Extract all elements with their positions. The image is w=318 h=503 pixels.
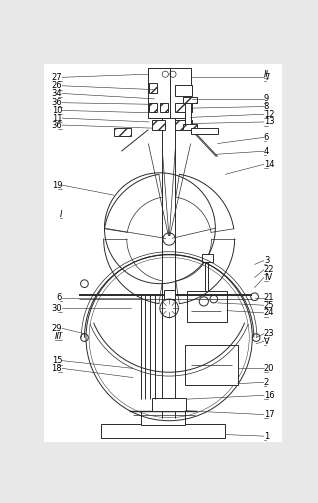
Text: 26: 26 xyxy=(52,81,62,90)
Text: 7: 7 xyxy=(264,73,269,82)
Text: 20: 20 xyxy=(264,364,274,373)
Text: 36: 36 xyxy=(51,98,62,107)
Circle shape xyxy=(166,236,172,242)
Bar xyxy=(114,128,131,136)
Text: 14: 14 xyxy=(264,160,274,169)
Text: 6: 6 xyxy=(57,293,62,302)
Text: 13: 13 xyxy=(264,118,274,126)
Text: 18: 18 xyxy=(52,364,62,373)
Bar xyxy=(187,291,227,322)
Text: 2: 2 xyxy=(264,378,269,387)
Text: 12: 12 xyxy=(264,110,274,119)
Text: 17: 17 xyxy=(264,410,274,419)
Bar xyxy=(148,68,191,118)
Bar xyxy=(149,83,157,93)
Text: 19: 19 xyxy=(52,181,62,190)
Bar xyxy=(175,85,192,96)
Bar xyxy=(160,103,168,112)
Text: III: III xyxy=(55,331,62,341)
Bar xyxy=(202,255,213,262)
Text: IV: IV xyxy=(264,273,272,282)
Bar xyxy=(191,128,218,134)
Text: 4: 4 xyxy=(264,147,269,156)
Bar xyxy=(175,120,192,130)
Text: 30: 30 xyxy=(52,304,62,313)
Text: V: V xyxy=(264,337,270,346)
Text: 9: 9 xyxy=(264,95,269,103)
Text: 22: 22 xyxy=(264,265,274,274)
Text: 21: 21 xyxy=(264,293,274,302)
Circle shape xyxy=(165,304,173,312)
Text: I: I xyxy=(59,210,62,219)
Text: 10: 10 xyxy=(52,106,62,115)
Bar xyxy=(152,120,164,130)
Bar xyxy=(164,290,175,299)
Bar xyxy=(148,68,170,118)
Text: 25: 25 xyxy=(264,301,274,310)
Text: 16: 16 xyxy=(264,391,274,400)
Text: 6: 6 xyxy=(264,133,269,142)
Text: 11: 11 xyxy=(52,114,62,123)
Bar xyxy=(100,424,225,438)
Text: 23: 23 xyxy=(264,329,274,338)
Bar xyxy=(185,102,191,125)
Text: 34: 34 xyxy=(52,89,62,98)
Bar xyxy=(183,124,197,130)
Text: 15: 15 xyxy=(52,356,62,365)
Bar xyxy=(141,411,185,425)
Bar xyxy=(183,97,197,104)
Text: 29: 29 xyxy=(52,324,62,333)
Bar xyxy=(175,103,192,112)
Bar xyxy=(149,103,157,112)
Text: 36: 36 xyxy=(51,121,62,130)
Text: 8: 8 xyxy=(264,102,269,111)
Bar xyxy=(185,345,238,385)
Text: II: II xyxy=(264,70,269,79)
Text: 3: 3 xyxy=(264,256,269,265)
Text: 27: 27 xyxy=(52,73,62,82)
Bar xyxy=(152,397,186,411)
Text: 24: 24 xyxy=(264,308,274,317)
Text: 1: 1 xyxy=(264,432,269,441)
